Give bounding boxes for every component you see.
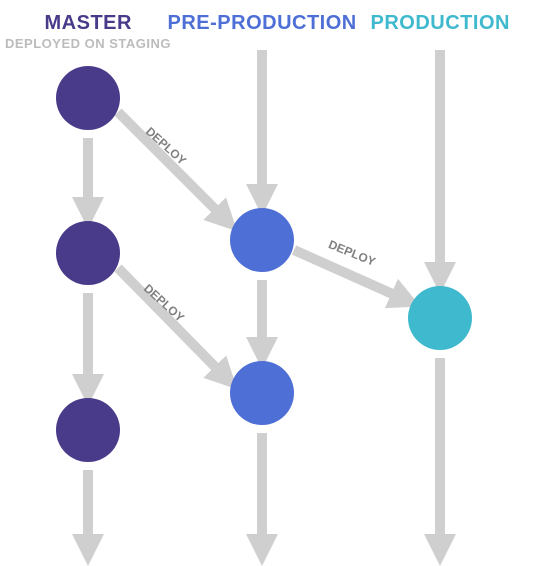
arrow xyxy=(118,112,226,220)
column-header-preprod: PRE-PRODUCTION xyxy=(168,12,357,35)
column-header-production: PRODUCTION xyxy=(371,12,510,35)
arrow xyxy=(118,268,226,378)
column-subheader-master: DEPLOYED ON STAGING xyxy=(5,36,171,51)
node-p2 xyxy=(230,361,294,425)
diagram-canvas: { "diagram": { "type": "flowchart", "bac… xyxy=(0,0,534,566)
deploy-label: DEPLOY xyxy=(141,281,187,324)
node-m3 xyxy=(56,398,120,462)
node-m1 xyxy=(56,66,120,130)
node-r1 xyxy=(408,286,472,350)
node-m2 xyxy=(56,221,120,285)
deploy-label: DEPLOY xyxy=(327,237,378,268)
column-header-master: MASTER xyxy=(45,12,132,35)
deploy-label: DEPLOY xyxy=(143,124,189,167)
node-p1 xyxy=(230,208,294,272)
